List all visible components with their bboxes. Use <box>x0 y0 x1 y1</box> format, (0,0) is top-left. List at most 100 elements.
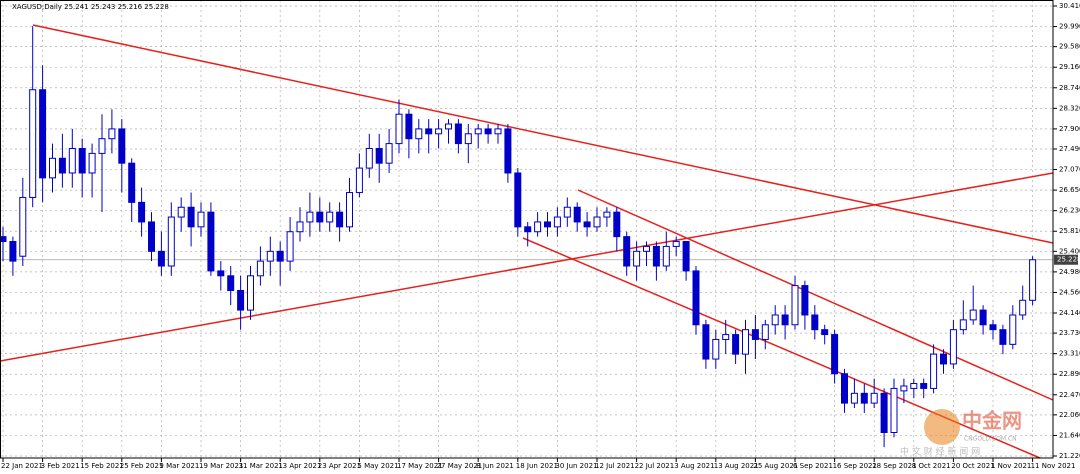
candle-body <box>326 211 334 223</box>
candle-body <box>435 128 443 135</box>
candle-body <box>504 128 512 174</box>
candle-body <box>375 147 383 164</box>
candle-body <box>652 245 660 267</box>
y-tick-label: 27.490 <box>1059 145 1080 153</box>
candle-body <box>19 196 27 257</box>
candles <box>0 26 1037 448</box>
candle-body <box>355 167 363 194</box>
candle-body <box>613 211 621 238</box>
y-tick-label: 28.320 <box>1059 104 1080 112</box>
y-tick-label: 27.900 <box>1059 125 1080 133</box>
x-tick-label: 25 Feb 2021 <box>120 462 164 470</box>
candle-body <box>247 275 254 311</box>
watermark-logo <box>924 409 960 445</box>
candle-body <box>821 329 829 336</box>
candle-body <box>910 383 918 389</box>
candle-body <box>266 250 274 262</box>
y-tick-label: 21.220 <box>1059 452 1080 460</box>
candle-body <box>1019 299 1027 316</box>
candle-body <box>346 192 353 228</box>
candle-body <box>831 334 839 375</box>
candle-body <box>682 241 690 272</box>
candle-body <box>237 289 245 311</box>
candle-body <box>860 392 868 404</box>
candle-body <box>148 221 155 252</box>
candle-body <box>643 245 650 252</box>
candle-body <box>672 241 680 247</box>
last-price-tag <box>1054 254 1078 265</box>
x-tick-label: 11 Nov 2021 <box>1031 462 1076 470</box>
x-tick-label: 8 Oct 2021 <box>912 462 951 470</box>
candle-body <box>979 309 987 326</box>
candle-body <box>791 285 799 326</box>
candle-body <box>494 128 502 135</box>
candle-body <box>0 236 7 243</box>
x-tick-label: 22 Jul 2021 <box>635 462 675 470</box>
x-tick-label: 6 Sep 2021 <box>793 462 833 470</box>
candle-body <box>385 143 393 164</box>
x-tick-label: 12 Jul 2021 <box>595 462 635 470</box>
candle-body <box>405 113 413 140</box>
candle-body <box>167 216 175 267</box>
candle-body <box>197 211 205 228</box>
watermark: 中金网 CNGOLD.COM.CN 中 文 财 经 新 闻 网 <box>900 409 1022 458</box>
x-tick-label: 28 Sep 2021 <box>872 462 916 470</box>
y-tick-label: 22.060 <box>1059 411 1080 419</box>
candle-body <box>940 353 947 365</box>
candle-body <box>454 123 462 145</box>
candle-body <box>573 206 581 223</box>
x-tick-label: 16 Sep 2021 <box>833 462 877 470</box>
candle-body <box>415 128 423 140</box>
x-tick-label: 5 May 2021 <box>357 462 398 470</box>
candle-body <box>296 221 304 233</box>
y-tick-label: 26.230 <box>1059 207 1080 215</box>
y-tick-label: 25.810 <box>1059 227 1080 235</box>
candle-body <box>662 245 670 267</box>
candle-body <box>514 172 522 228</box>
candle-body <box>603 211 611 218</box>
x-tick-label: 13 Aug 2021 <box>714 462 759 470</box>
watermark-url: CNGOLD.COM.CN <box>964 436 1017 443</box>
plot-frame <box>0 0 1054 459</box>
candle-body <box>316 211 324 223</box>
y-tick-label: 29.580 <box>1059 43 1080 51</box>
x-tick-label: 18 Jun 2021 <box>516 462 558 470</box>
candle-body <box>464 133 472 145</box>
candle-body <box>959 319 967 331</box>
y-tick-label: 26.650 <box>1059 186 1080 194</box>
x-tick-label: 30 Jun 2021 <box>555 462 597 470</box>
y-tick-label: 22.470 <box>1059 391 1080 399</box>
candle-body <box>395 113 403 145</box>
candle-body <box>29 89 37 198</box>
candle-body <box>841 373 848 404</box>
candle-body <box>474 128 482 135</box>
candle-body <box>1029 259 1037 301</box>
candle-body <box>227 275 235 291</box>
candle-body <box>999 329 1007 345</box>
candle-body <box>39 89 47 179</box>
x-tick-label: 25 Aug 2021 <box>753 462 798 470</box>
chart-title: XAGUSD;Daily 25.241 25.243 25.216 25.228 <box>12 3 169 11</box>
candle-body <box>524 226 532 233</box>
candle-body <box>761 324 769 340</box>
candle-body <box>138 201 146 223</box>
x-tick-label: 20 Oct 2021 <box>951 462 994 470</box>
y-tick-label: 27.070 <box>1059 166 1080 174</box>
candle-body <box>890 387 898 433</box>
candle-body <box>771 314 779 326</box>
y-tick-label: 22.890 <box>1059 370 1080 378</box>
trendline <box>577 189 1054 401</box>
candle-body <box>68 147 76 174</box>
y-tick-label: 23.310 <box>1059 350 1080 358</box>
x-tick-label: 1 Nov 2021 <box>991 462 1031 470</box>
candle-body <box>177 206 185 218</box>
candle-body <box>870 392 878 404</box>
x-tick-label: 3 Feb 2021 <box>41 462 80 470</box>
x-tick-label: 8 Jun 2021 <box>476 462 514 470</box>
x-tick-label: 17 May 2021 <box>397 462 443 470</box>
y-tick-label: 30.410 <box>1059 2 1080 10</box>
candle-body <box>563 206 571 218</box>
